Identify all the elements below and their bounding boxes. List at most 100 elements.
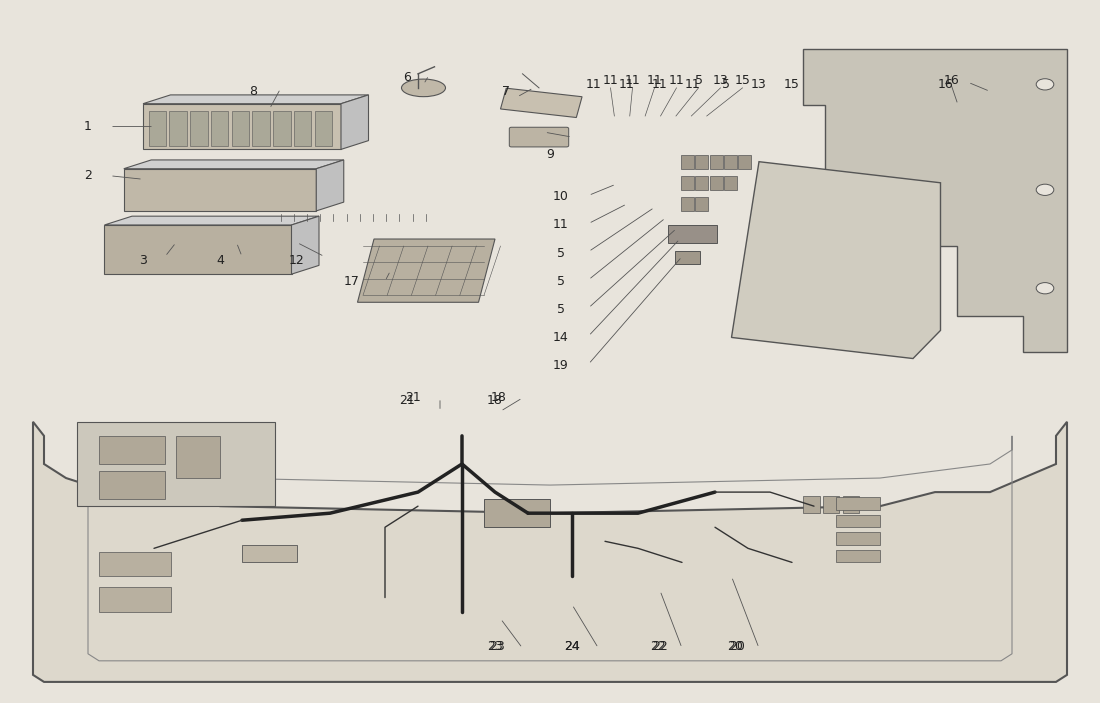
Text: 23: 23 [487, 640, 503, 653]
Text: 23: 23 [490, 640, 505, 653]
Text: 8: 8 [249, 85, 257, 98]
Text: 22: 22 [652, 640, 668, 653]
Bar [836, 497, 880, 510]
Text: 10: 10 [553, 191, 569, 203]
Circle shape [1036, 184, 1054, 195]
Bar [169, 111, 187, 146]
Text: 15: 15 [784, 78, 800, 91]
Bar [681, 155, 694, 169]
Bar [242, 545, 297, 562]
Text: 6: 6 [403, 71, 411, 84]
Text: 11: 11 [669, 75, 684, 87]
Text: 21: 21 [399, 394, 415, 407]
Polygon shape [803, 49, 1067, 352]
Bar [823, 496, 839, 513]
Circle shape [1036, 79, 1054, 90]
Text: 11: 11 [625, 75, 640, 87]
Text: 13: 13 [751, 78, 767, 91]
Bar [99, 552, 170, 576]
Bar [710, 176, 723, 190]
Text: 20: 20 [727, 640, 742, 653]
Text: 14: 14 [553, 331, 569, 344]
Text: 4: 4 [216, 254, 224, 266]
Bar [148, 111, 166, 146]
Bar [252, 111, 270, 146]
Bar [695, 197, 708, 211]
Text: 22: 22 [650, 640, 666, 653]
Bar [695, 176, 708, 190]
Bar [843, 496, 859, 513]
Text: 19: 19 [553, 359, 569, 372]
Bar [77, 422, 275, 506]
Polygon shape [732, 162, 940, 359]
Bar [695, 155, 708, 169]
Text: 5: 5 [557, 275, 565, 288]
Text: 13: 13 [713, 75, 728, 87]
Text: 11: 11 [586, 78, 602, 91]
Bar [176, 436, 220, 478]
Text: 1: 1 [84, 120, 92, 133]
Bar [681, 197, 694, 211]
Bar [681, 176, 694, 190]
Polygon shape [341, 95, 368, 150]
Text: 9: 9 [546, 148, 554, 161]
Text: 11: 11 [553, 219, 569, 231]
Text: 24: 24 [564, 640, 580, 653]
Text: 24: 24 [564, 640, 580, 653]
Bar [143, 103, 341, 150]
FancyBboxPatch shape [509, 127, 569, 147]
Text: 16: 16 [944, 75, 959, 87]
Bar [675, 251, 700, 264]
Bar [803, 496, 820, 513]
Text: 11: 11 [647, 75, 662, 87]
Bar [294, 111, 311, 146]
Bar [668, 225, 717, 243]
Bar [99, 471, 165, 499]
Bar [232, 111, 249, 146]
Bar [836, 532, 880, 545]
Text: 11: 11 [685, 78, 701, 91]
Bar [315, 111, 332, 146]
Polygon shape [143, 95, 368, 104]
Bar [836, 515, 880, 527]
Polygon shape [104, 217, 319, 225]
Bar [724, 176, 737, 190]
Text: 5: 5 [694, 75, 703, 87]
Text: 3: 3 [139, 254, 147, 266]
Text: 15: 15 [735, 75, 750, 87]
Text: 17: 17 [344, 275, 360, 288]
Bar [273, 111, 290, 146]
Text: 18: 18 [491, 392, 506, 404]
Text: 11: 11 [652, 78, 668, 91]
Text: 7: 7 [502, 85, 510, 98]
Text: 11: 11 [603, 75, 618, 87]
Polygon shape [358, 239, 495, 302]
Polygon shape [33, 422, 1067, 682]
Circle shape [1036, 283, 1054, 294]
Bar [724, 155, 737, 169]
Text: 5: 5 [557, 303, 565, 316]
Bar [211, 111, 229, 146]
Text: 2: 2 [84, 169, 92, 182]
Polygon shape [317, 160, 343, 211]
Text: 20: 20 [729, 640, 745, 653]
Text: 5: 5 [557, 247, 565, 259]
Text: 16: 16 [938, 78, 954, 91]
Bar [99, 436, 165, 464]
Bar [190, 111, 208, 146]
Bar [738, 155, 751, 169]
Bar [124, 169, 316, 211]
Ellipse shape [402, 79, 446, 96]
Bar [99, 587, 170, 612]
Text: 18: 18 [487, 394, 503, 407]
Text: 12: 12 [289, 254, 305, 266]
Bar [104, 225, 292, 274]
Polygon shape [124, 160, 343, 169]
Bar [836, 550, 880, 562]
Text: 11: 11 [619, 78, 635, 91]
Bar [500, 88, 582, 117]
Bar [710, 155, 723, 169]
Text: 21: 21 [405, 392, 420, 404]
Text: 5: 5 [722, 78, 730, 91]
Bar [484, 499, 550, 527]
